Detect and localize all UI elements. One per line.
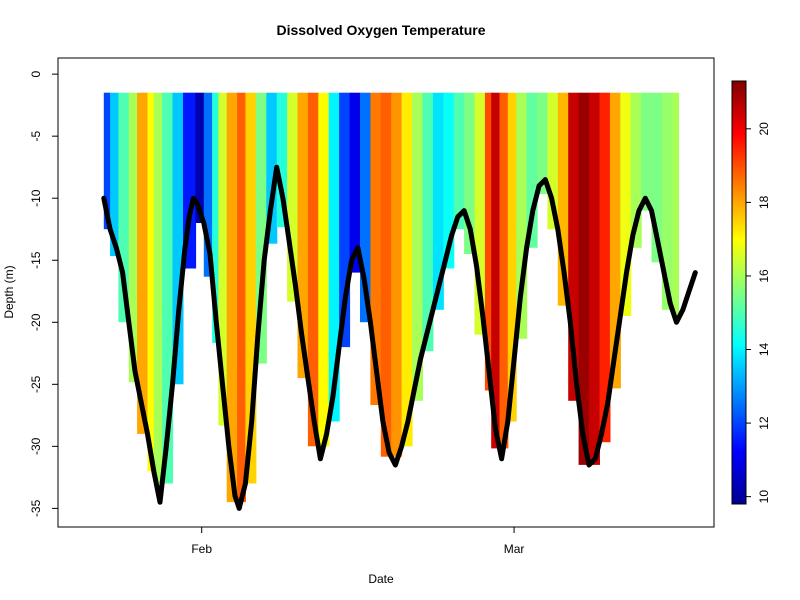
temperature-band xyxy=(276,92,288,228)
temperature-band xyxy=(218,92,228,426)
temperature-band xyxy=(537,92,548,194)
temperature-band xyxy=(245,92,257,484)
colorbar-tick-label: 18 xyxy=(757,195,771,209)
temperature-band xyxy=(172,92,184,385)
temperature-band xyxy=(557,92,569,306)
bottom-depth-trace xyxy=(101,164,698,511)
temperature-band xyxy=(672,92,680,319)
y-tick-label: -25 xyxy=(29,375,43,393)
temperature-band xyxy=(203,92,213,277)
temperature-band xyxy=(609,92,621,389)
x-axis: Feb Mar xyxy=(191,527,524,556)
temperature-band xyxy=(287,92,299,302)
chart-title: Dissolved Oxygen Temperature xyxy=(276,22,485,38)
temperature-band xyxy=(226,92,238,503)
temperature-band xyxy=(360,92,371,323)
temperature-band xyxy=(153,92,163,484)
temperature-band xyxy=(578,92,590,465)
temperature-band xyxy=(516,92,528,339)
plot-area xyxy=(101,92,698,511)
temperature-band xyxy=(212,92,219,343)
temperature-band xyxy=(401,92,413,447)
y-tick-label: -30 xyxy=(29,437,43,455)
temperature-band xyxy=(110,92,119,257)
y-tick-label: -20 xyxy=(29,313,43,331)
colorbar-tick-label: 12 xyxy=(757,416,771,430)
temperature-band xyxy=(568,92,580,401)
colorbar-gradient xyxy=(731,80,747,505)
temperature-band xyxy=(432,92,444,310)
temperature-band xyxy=(620,92,632,316)
temperature-band xyxy=(491,92,501,449)
temperature-band xyxy=(453,92,465,230)
temperature-band xyxy=(147,92,155,472)
temperature-band xyxy=(328,92,340,422)
temperature-band xyxy=(266,92,278,244)
temperature-band xyxy=(661,92,673,310)
temperature-band xyxy=(630,92,642,248)
temperature-band xyxy=(474,92,486,335)
y-tick-label: -5 xyxy=(29,131,43,142)
temperature-band xyxy=(370,92,382,405)
temperature-band xyxy=(526,92,538,248)
temperature-band xyxy=(349,92,361,273)
temperature-band xyxy=(237,92,246,503)
temperature-band xyxy=(464,92,476,254)
temperature-band xyxy=(318,92,330,447)
y-tick-label: -35 xyxy=(29,499,43,517)
temperature-band xyxy=(589,92,600,465)
colorbar-tick-label: 20 xyxy=(757,122,771,136)
y-axis-label: Depth (m) xyxy=(2,265,16,318)
y-tick-label: -10 xyxy=(29,189,43,207)
temperature-band xyxy=(297,92,309,379)
temperature-band xyxy=(443,92,455,269)
x-axis-label: Date xyxy=(368,572,394,586)
temperature-band xyxy=(484,92,492,391)
temperature-band xyxy=(422,92,434,352)
temperature-band xyxy=(118,92,130,323)
temperature-band xyxy=(499,92,509,449)
temperature-band xyxy=(599,92,611,443)
plot-frame xyxy=(57,57,715,528)
colorbar-tick-label: 16 xyxy=(757,269,771,283)
temperature-band xyxy=(547,92,559,230)
y-axis: 0 -5 -10 -15 -20 -25 -30 -35 xyxy=(29,70,58,517)
x-tick-label: Feb xyxy=(191,542,212,556)
temperature-band xyxy=(391,92,403,457)
colorbar: 10 12 14 16 18 20 xyxy=(731,80,771,505)
temperature-band xyxy=(195,92,205,223)
temperature-band xyxy=(255,92,267,364)
temperature-band xyxy=(103,92,111,230)
temperature-band xyxy=(339,92,351,348)
y-tick-label: -15 xyxy=(29,251,43,269)
y-tick-label: 0 xyxy=(29,70,43,77)
temperature-band xyxy=(651,92,663,263)
temperature-band xyxy=(137,92,149,434)
temperature-band xyxy=(507,92,517,422)
temperature-band xyxy=(641,92,653,211)
colorbar-tick-label: 14 xyxy=(757,343,771,357)
temperature-band xyxy=(307,92,319,447)
x-tick-label: Mar xyxy=(504,542,525,556)
colorbar-ticks: 10 12 14 16 18 20 xyxy=(746,122,771,503)
temperature-band xyxy=(380,92,392,457)
temperature-band xyxy=(162,92,174,484)
temperature-band xyxy=(412,92,423,401)
temperature-band xyxy=(128,92,138,383)
colorbar-tick-label: 10 xyxy=(757,490,771,504)
